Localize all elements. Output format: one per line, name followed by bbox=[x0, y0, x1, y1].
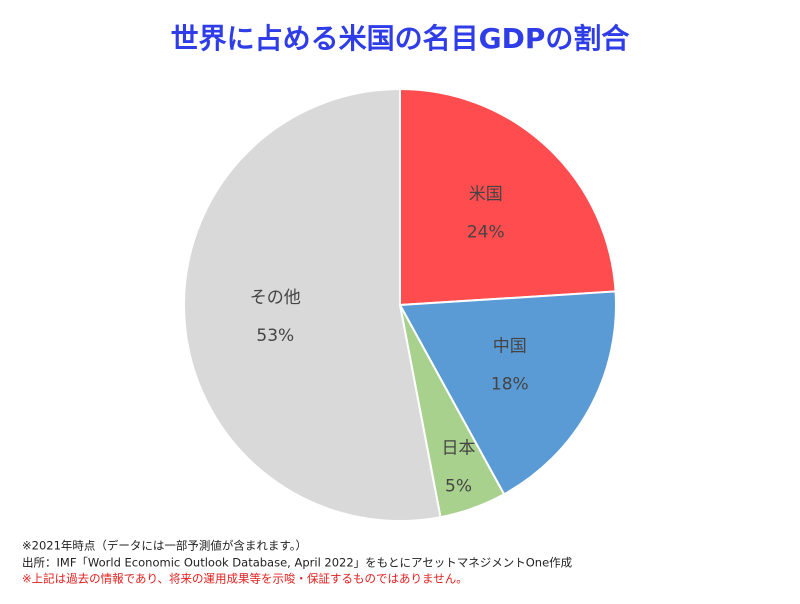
value-label: 18% bbox=[491, 374, 529, 394]
note: 出所：IMF「World Economic Outlook Database, … bbox=[22, 556, 573, 570]
slice-label: 中国 bbox=[493, 336, 527, 356]
pie: 米国 24% 中国 18% 日本 5% その他 53% bbox=[183, 87, 617, 522]
pie-slice bbox=[183, 87, 442, 522]
value-label: 53% bbox=[256, 326, 294, 346]
chart-title: 世界に占める米国の名目GDPの割合 bbox=[171, 22, 631, 55]
slice-label: 米国 bbox=[469, 185, 503, 205]
pie-slice bbox=[399, 87, 617, 307]
note: ※上記は過去の情報であり、将来の運用成果等を示唆・保証するものではありません。 bbox=[22, 572, 468, 586]
note: ※2021年時点（データには一部予測値が含まれます。） bbox=[22, 539, 307, 553]
slice-label: 日本 bbox=[442, 439, 476, 459]
value-label: 5% bbox=[445, 477, 472, 497]
pie-slice bbox=[398, 290, 617, 496]
slice-label: その他 bbox=[250, 288, 301, 308]
value-label: 24% bbox=[467, 223, 505, 243]
